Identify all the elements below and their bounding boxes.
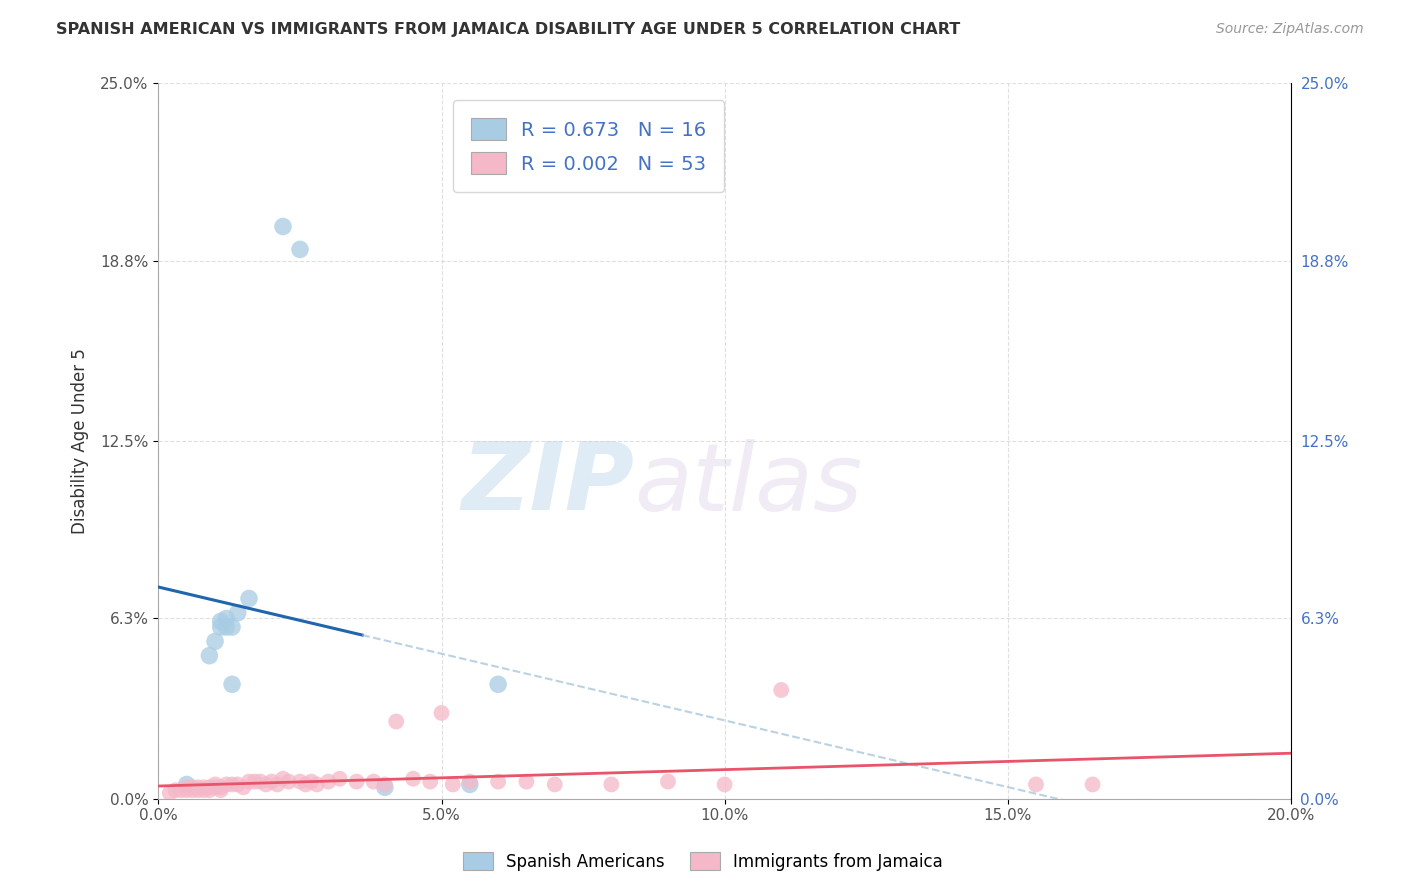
Point [277, 774, 299, 789]
Point [385, 714, 408, 729]
Point [288, 774, 311, 789]
Point [209, 783, 232, 797]
Point [176, 777, 198, 791]
Point [209, 780, 232, 795]
Point [266, 777, 288, 791]
Point [458, 777, 481, 791]
Y-axis label: Disability Age Under 5: Disability Age Under 5 [72, 348, 89, 534]
Point [271, 219, 294, 234]
Point [305, 777, 328, 791]
Point [226, 777, 249, 791]
Point [316, 774, 339, 789]
Point [402, 772, 425, 786]
Point [209, 620, 232, 634]
Point [238, 591, 260, 606]
Point [181, 783, 204, 797]
Point [374, 777, 396, 791]
Point [221, 777, 243, 791]
Point [657, 774, 679, 789]
Point [458, 774, 481, 789]
Point [204, 634, 226, 648]
Point [486, 677, 509, 691]
Point [288, 243, 311, 257]
Point [238, 774, 260, 789]
Point [193, 783, 215, 797]
Text: ZIP: ZIP [461, 438, 634, 530]
Point [430, 706, 453, 720]
Point [294, 777, 316, 791]
Point [299, 774, 322, 789]
Point [441, 777, 464, 791]
Point [260, 774, 283, 789]
Point [187, 780, 209, 795]
Point [221, 677, 243, 691]
Text: Source: ZipAtlas.com: Source: ZipAtlas.com [1216, 22, 1364, 37]
Point [204, 780, 226, 795]
Point [544, 777, 567, 791]
Point [187, 783, 209, 797]
Point [515, 774, 537, 789]
Legend: R = 0.673   N = 16, R = 0.002   N = 53: R = 0.673 N = 16, R = 0.002 N = 53 [453, 100, 724, 192]
Point [221, 620, 243, 634]
Point [1025, 777, 1047, 791]
Point [1081, 777, 1104, 791]
Point [226, 606, 249, 620]
Point [215, 620, 238, 634]
Point [713, 777, 735, 791]
Point [198, 780, 221, 795]
Point [215, 611, 238, 625]
Point [346, 774, 368, 789]
Point [254, 777, 277, 791]
Point [215, 777, 238, 791]
Point [243, 774, 266, 789]
Point [600, 777, 623, 791]
Legend: Spanish Americans, Immigrants from Jamaica: Spanish Americans, Immigrants from Jamai… [454, 844, 952, 880]
Point [209, 615, 232, 629]
Point [193, 780, 215, 795]
Point [176, 783, 198, 797]
Point [170, 783, 193, 797]
Point [198, 783, 221, 797]
Point [181, 780, 204, 795]
Text: atlas: atlas [634, 439, 862, 530]
Point [204, 777, 226, 791]
Point [159, 786, 181, 800]
Point [271, 772, 294, 786]
Point [198, 648, 221, 663]
Point [363, 774, 385, 789]
Point [486, 774, 509, 789]
Point [249, 774, 271, 789]
Point [165, 783, 187, 797]
Point [232, 780, 254, 795]
Point [176, 780, 198, 795]
Point [374, 780, 396, 795]
Text: SPANISH AMERICAN VS IMMIGRANTS FROM JAMAICA DISABILITY AGE UNDER 5 CORRELATION C: SPANISH AMERICAN VS IMMIGRANTS FROM JAMA… [56, 22, 960, 37]
Point [329, 772, 352, 786]
Point [770, 683, 793, 698]
Point [419, 774, 441, 789]
